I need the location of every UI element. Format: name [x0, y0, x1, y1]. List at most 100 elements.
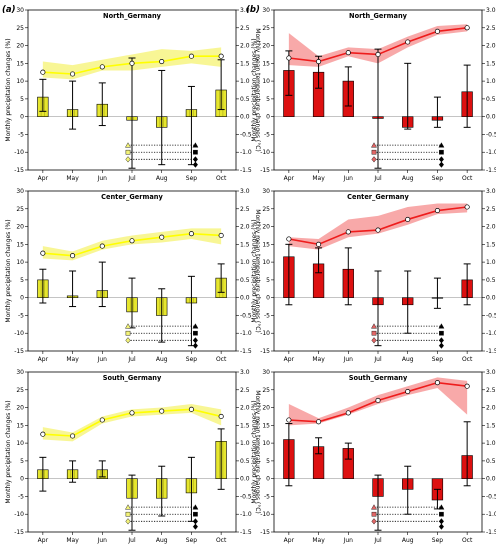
temperature-point — [405, 216, 411, 222]
temperature-point — [218, 53, 224, 59]
ytick-right-label: 0.5 — [486, 96, 496, 103]
ytick-label: -5 — [18, 493, 24, 500]
ytick-label: 30 — [16, 369, 24, 376]
temperature-point — [375, 227, 381, 233]
diamond-marker — [371, 518, 377, 525]
ytick-right-label: -1.5 — [240, 167, 252, 174]
square-marker — [371, 511, 377, 517]
chart-a-1: -15 -10 -5 0 5 10 15 20 25 30 -1.5 -1.0 -0.5 0.0 0.5 1.… — [5, 188, 261, 363]
ytick-right-label: -0.5 — [240, 312, 252, 319]
diamond-marker — [192, 337, 198, 344]
ytick-right-label: 0.5 — [486, 458, 496, 465]
diamond-marker — [125, 337, 131, 344]
ytick-label: -15 — [260, 529, 270, 536]
ytick-right-label: -1.0 — [240, 149, 252, 156]
ytick-label: 15 — [16, 241, 24, 248]
triangle-marker — [371, 142, 377, 148]
xtick-label: Jul — [127, 356, 136, 363]
ytick-right-label: 2.5 — [486, 387, 496, 394]
xtick-label: Jun — [97, 537, 108, 544]
diamond-marker — [192, 156, 198, 163]
temperature-point — [159, 408, 165, 414]
temperature-point — [464, 204, 470, 210]
ytick-right-label: -1.5 — [240, 348, 252, 355]
xtick-label: Aug — [402, 356, 414, 363]
ytick-label: 30 — [16, 7, 24, 14]
right-axis-label: Monthly mean temperature changes (°C) — [254, 28, 261, 151]
ytick-label: 25 — [262, 25, 270, 32]
xtick-label: Apr — [284, 356, 295, 363]
ytick-label: 15 — [262, 60, 270, 67]
ytick-label: 15 — [16, 422, 24, 429]
ytick-right-label: -0.5 — [486, 493, 496, 500]
temperature-point — [159, 234, 165, 240]
ytick-label: 10 — [262, 259, 270, 266]
xtick-label: Apr — [38, 537, 49, 544]
ytick-label: 0 — [20, 114, 24, 121]
temperature-point — [40, 250, 46, 256]
xtick-label: Sep — [432, 175, 444, 182]
ytick-right-label: -1.5 — [240, 529, 252, 536]
square-marker — [125, 149, 131, 155]
diamond-marker — [438, 523, 444, 530]
ytick-right-label: 0.0 — [240, 295, 250, 302]
diamond-marker — [438, 156, 444, 163]
ytick-label: 10 — [262, 78, 270, 85]
square-marker — [439, 330, 444, 336]
ytick-label: 25 — [16, 25, 24, 32]
triangle-marker — [371, 323, 377, 329]
ytick-label: 5 — [20, 458, 24, 465]
temperature-band — [42, 404, 222, 442]
temperature-point — [286, 417, 292, 423]
xtick-label: May — [312, 537, 325, 544]
ytick-right-label: 1.5 — [240, 422, 250, 429]
ytick-right-label: -1.0 — [240, 511, 252, 518]
xtick-label: Jul — [127, 175, 136, 182]
ytick-label: 20 — [262, 43, 270, 50]
temperature-point — [316, 59, 322, 65]
ytick-right-label: -0.5 — [240, 131, 252, 138]
ytick-right-label: 0.0 — [240, 114, 250, 121]
ytick-label: 25 — [262, 206, 270, 213]
triangle-marker — [438, 142, 445, 148]
ytick-right-label: 1.0 — [486, 440, 496, 447]
chart-title: South_Germany — [349, 374, 408, 382]
triangle-marker — [192, 504, 199, 510]
left-axis-label: Monthly precipitation changes (%) — [251, 38, 258, 141]
ytick-label: -5 — [264, 312, 270, 319]
temperature-point — [159, 59, 165, 65]
ytick-label: 30 — [262, 7, 270, 14]
ytick-right-label: 2.5 — [486, 25, 496, 32]
xtick-label: Apr — [38, 175, 49, 182]
ytick-label: -5 — [18, 131, 24, 138]
xtick-label: May — [66, 356, 79, 363]
ytick-right-label: -1.0 — [486, 511, 496, 518]
ytick-right-label: 0.5 — [240, 458, 250, 465]
left-axis-label: Monthly precipitation changes (%) — [5, 219, 12, 322]
ytick-label: -10 — [260, 330, 270, 337]
xtick-label: Oct — [462, 175, 473, 182]
ytick-right-label: -0.5 — [486, 312, 496, 319]
xtick-label: Apr — [38, 356, 49, 363]
ytick-right-label: 2.5 — [240, 206, 250, 213]
chart-title: North_Germany — [349, 12, 408, 20]
panel-label-b: (b) — [246, 5, 260, 15]
ytick-label: 25 — [262, 387, 270, 394]
triangle-marker — [192, 142, 199, 148]
ytick-right-label: 1.5 — [240, 60, 250, 67]
ytick-label: -15 — [14, 529, 24, 536]
ytick-right-label: 1.5 — [486, 422, 496, 429]
ytick-right-label: 0.5 — [486, 277, 496, 284]
ytick-right-label: 1.0 — [486, 259, 496, 266]
xtick-label: Aug — [156, 537, 168, 544]
ytick-right-label: 3.0 — [240, 369, 250, 376]
ytick-right-label: -1.5 — [486, 167, 496, 174]
ytick-right-label: 0.5 — [240, 96, 250, 103]
temperature-point — [99, 64, 105, 70]
ytick-right-label: 1.0 — [240, 259, 250, 266]
diamond-marker — [438, 161, 444, 168]
ytick-right-label: -1.5 — [486, 348, 496, 355]
ytick-right-label: 1.5 — [240, 241, 250, 248]
triangle-marker — [438, 504, 445, 510]
